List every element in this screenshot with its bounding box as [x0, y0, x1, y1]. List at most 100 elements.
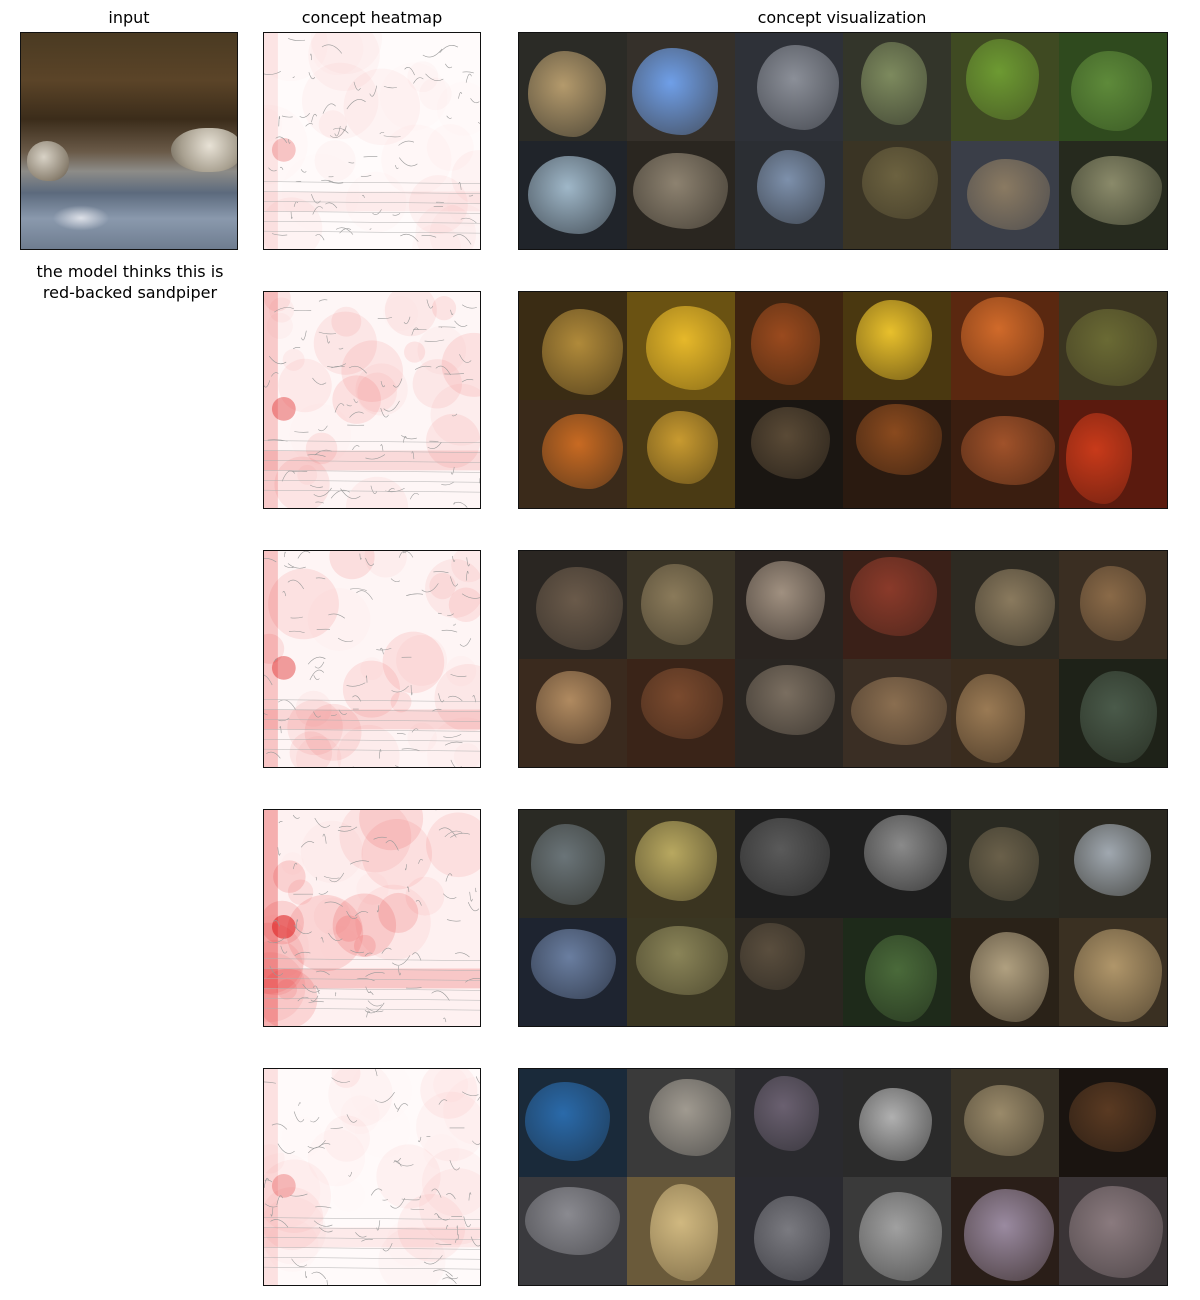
highlighted-region [974, 569, 1055, 646]
tile-sandpiper-on-sand [519, 33, 627, 141]
highlighted-region [530, 824, 606, 906]
sandpiper-left [27, 141, 69, 181]
highlighted-region [1065, 413, 1133, 504]
tile-river-fish [519, 810, 627, 918]
highlighted-region [751, 302, 820, 386]
sandpiper-right [171, 128, 237, 172]
highlighted-region [1065, 308, 1157, 386]
highlighted-region [646, 410, 718, 485]
tile-lamp [951, 1177, 1059, 1285]
highlighted-region [530, 928, 616, 1000]
tile-sandpiper-post [951, 33, 1059, 141]
tile-pale-mushroom [735, 551, 843, 659]
concept-visualization-grid [518, 550, 1168, 768]
highlighted-region [754, 1195, 830, 1281]
highlighted-region [858, 1087, 932, 1162]
highlighted-region [649, 1078, 731, 1156]
tile-sandpiper-blue-sky [627, 33, 735, 141]
heatmap-column-title: concept heatmap [301, 8, 443, 27]
highlighted-region [635, 821, 718, 901]
highlighted-region [632, 152, 729, 229]
tile-maitake [951, 659, 1059, 767]
highlighted-region [640, 563, 713, 646]
tile-sandpiper-grass [843, 33, 951, 141]
highlighted-region [963, 1084, 1044, 1157]
concept-visualization-grid [518, 809, 1168, 1027]
caption-line-1: the model thinks this is [36, 262, 224, 281]
highlighted-region [964, 1189, 1055, 1281]
concept-heatmap [263, 809, 481, 1027]
highlighted-region [966, 39, 1040, 121]
highlighted-region [969, 931, 1050, 1022]
tile-orange-drawer [519, 400, 627, 508]
highlighted-region [751, 407, 831, 480]
highlighted-region [740, 922, 806, 990]
highlighted-region [745, 560, 825, 641]
highlighted-region [1068, 1186, 1163, 1279]
highlighted-region [955, 674, 1026, 763]
highlighted-region [1079, 670, 1157, 763]
highlighted-region [646, 305, 731, 391]
tile-corn-kernels [627, 292, 735, 400]
tile-forest-floor [843, 659, 951, 767]
tile-sandpiper-shallows [735, 141, 843, 249]
highlighted-region [527, 51, 606, 137]
tile-radio [519, 1177, 627, 1285]
highlighted-region [756, 45, 839, 131]
highlighted-region [861, 42, 928, 126]
tile-menu-board [843, 1177, 951, 1285]
tile-daisy [735, 810, 843, 918]
highlighted-region [1068, 1081, 1157, 1152]
highlighted-region [632, 48, 718, 135]
tile-bird-shoreline [519, 141, 627, 249]
tile-vegetable-soup [1059, 292, 1167, 400]
tile-brown-mushroom [1059, 551, 1167, 659]
tile-dark-blinds [1059, 1069, 1167, 1177]
concept-visualization-grid [518, 291, 1168, 509]
tile-sandpiper-foliage [1059, 33, 1167, 141]
tile-murky-water [627, 918, 735, 1026]
highlighted-region [525, 1082, 611, 1161]
highlighted-region [861, 146, 938, 220]
highlighted-region [1071, 155, 1163, 225]
tile-golden-water [627, 810, 735, 918]
tile-sandy-shore [1059, 918, 1167, 1026]
tile-mushroom-cluster [519, 551, 627, 659]
tile-fungus-log [951, 551, 1059, 659]
tile-rapids [1059, 810, 1167, 918]
tile-salsa [627, 400, 735, 508]
highlighted-region [966, 158, 1050, 230]
highlighted-region [1071, 51, 1152, 131]
tile-bird-closeup [951, 141, 1059, 249]
highlighted-region [864, 934, 938, 1022]
concept-heatmap [263, 291, 481, 509]
highlighted-region [527, 156, 616, 234]
highlighted-region [1074, 824, 1152, 897]
concept-visualization-grid [518, 32, 1168, 250]
highlighted-region [525, 1186, 621, 1255]
concept-visualization-grid [518, 1068, 1168, 1286]
caption-line-2: red-backed sandpiper [42, 283, 218, 302]
tile-crowd [1059, 659, 1167, 767]
tile-pasta-sauce [1059, 400, 1167, 508]
concept-heatmap [263, 550, 481, 768]
highlighted-region [1074, 928, 1162, 1022]
tile-stacked-plates [1059, 1177, 1167, 1285]
tile-book-spines [735, 1177, 843, 1285]
tile-bean-salad [519, 292, 627, 400]
tile-veggie-closeup [951, 400, 1059, 508]
tile-ptarmigan [1059, 141, 1167, 249]
tile-sandpiper-dark [843, 141, 951, 249]
highlighted-region [961, 416, 1055, 485]
tile-dog-fur [519, 659, 627, 767]
highlighted-region [754, 1075, 820, 1151]
tile-lily-pads [843, 918, 951, 1026]
highlighted-region [649, 1183, 718, 1281]
tile-corn-closeup [843, 292, 951, 400]
highlighted-region [850, 677, 947, 745]
tile-shelf-fungus [627, 659, 735, 767]
highlighted-region [756, 149, 826, 225]
highlighted-region [960, 296, 1045, 376]
tile-soup-bowl [843, 400, 951, 508]
highlighted-region [536, 566, 623, 651]
